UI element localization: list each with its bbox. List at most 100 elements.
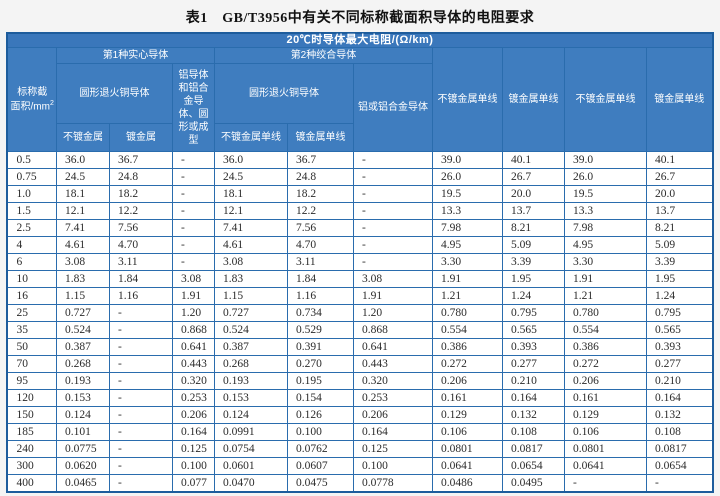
resistance-cell: 3.08 [55,253,110,271]
resistance-cell: 0.387 [213,338,288,356]
resistance-cell: 0.0470 [213,474,288,493]
resistance-cell: 0.554 [431,321,503,339]
resistance-cell: 0.780 [431,304,503,322]
resistance-cell: 18.2 [108,185,173,203]
resistance-cell: 0.164 [645,389,714,407]
resistance-cell: 0.0778 [352,474,433,493]
resistance-cell: 0.268 [213,355,288,373]
resistance-cell: 0.386 [563,338,647,356]
table-row: 185 0.101-0.164 0.0991 0.100 0.164 0.106 0.108… [6,423,714,441]
resistance-cell: 13.7 [501,202,565,220]
resistance-cell: - [108,372,173,390]
resistance-cell: 0.0754 [213,440,288,458]
header-row-groups: 标称截 面积/mm2 第1种实心导体 第2种绞合导体 不镀金属单线 镀金属单线 不… [6,47,714,152]
resistance-cell: 0.206 [431,372,503,390]
area-cell: 95 [6,372,57,390]
resistance-cell: 3.08 [213,253,288,271]
resistance-cell: 0.727 [55,304,110,322]
resistance-table: 20℃时导体最大电阻/(Ω/km) 标称截 面积/mm2 第1种实心导体 第2种绞… [6,32,714,493]
resistance-cell: 36.7 [108,151,173,169]
resistance-cell: 1.15 [213,287,288,305]
resistance-cell: 0.124 [213,406,288,424]
header-nominal-area-sup: 2 [49,99,54,107]
area-cell: 150 [6,406,57,424]
resistance-cell: 1.24 [645,287,714,305]
resistance-cell: 0.565 [645,321,714,339]
resistance-cell: 1.84 [108,270,173,288]
resistance-cell: 7.41 [213,219,288,237]
resistance-cell: 0.108 [645,423,714,441]
table-row: 300 0.0620-0.100 0.0601 0.0607 0.100 0.0641 0.… [6,457,714,475]
resistance-cell: - [108,406,173,424]
header-solid-uncoated: 不镀金属 [55,123,110,152]
area-cell: 1.0 [6,185,57,203]
resistance-cell: 3.39 [645,253,714,271]
resistance-cell: 0.0654 [645,457,714,475]
resistance-cell: - [108,457,173,475]
resistance-cell: 0.393 [645,338,714,356]
resistance-cell: 13.3 [431,202,503,220]
resistance-cell: 1.15 [55,287,110,305]
resistance-cell: 36.0 [55,151,110,169]
resistance-cell: 0.641 [171,338,215,356]
header-group-stranded: 第2种绞合导体 [213,47,433,64]
resistance-cell: 0.195 [286,372,354,390]
resistance-cell: - [171,219,215,237]
table-row: 2.5 7.41 7.56-7.41 7.56-7.98 8.21 7.98 8.21 [6,219,714,237]
resistance-cell: 1.21 [431,287,503,305]
resistance-cell: 0.0801 [563,440,647,458]
header-nominal-area-line1: 标称截 [17,86,48,98]
resistance-cell: 1.84 [286,270,354,288]
area-cell: 50 [6,338,57,356]
area-cell: 400 [6,474,57,493]
resistance-cell: 0.780 [563,304,647,322]
table-row: 0.75 24.5 24.8-24.5 24.8-26.0 26.7 26.0 26.7 [6,168,714,186]
resistance-cell: 36.0 [213,151,288,169]
header-uncoated-wire-b: 不镀金属单线 [563,47,647,152]
resistance-cell: 0.734 [286,304,354,322]
resistance-cell: 26.7 [645,168,714,186]
resistance-cell: 0.565 [501,321,565,339]
resistance-cell: 0.320 [171,372,215,390]
resistance-cell: 0.0620 [55,457,110,475]
resistance-cell: 0.164 [171,423,215,441]
resistance-cell: - [171,253,215,271]
resistance-cell: 0.0495 [501,474,565,493]
area-cell: 0.75 [6,168,57,186]
resistance-cell: 12.2 [286,202,354,220]
resistance-cell: - [352,185,433,203]
resistance-cell: 0.126 [286,406,354,424]
resistance-cell: 0.270 [286,355,354,373]
resistance-cell: 26.7 [501,168,565,186]
resistance-cell: 13.3 [563,202,647,220]
resistance-cell: 1.95 [501,270,565,288]
resistance-cell: 24.5 [55,168,110,186]
resistance-cell: 36.7 [286,151,354,169]
resistance-cell: - [108,321,173,339]
resistance-cell: 0.108 [501,423,565,441]
resistance-cell: 0.387 [55,338,110,356]
resistance-cell: 0.0775 [55,440,110,458]
table-row: 6 3.08 3.11-3.08 3.11-3.30 3.39 3.30 3.39 [6,253,714,271]
resistance-cell: - [352,236,433,254]
resistance-cell: - [108,389,173,407]
resistance-cell: 0.210 [645,372,714,390]
resistance-cell: 0.253 [352,389,433,407]
resistance-cell: 39.0 [563,151,647,169]
resistance-cell: 0.0641 [431,457,503,475]
resistance-cell: 4.70 [286,236,354,254]
area-cell: 10 [6,270,57,288]
resistance-cell: 0.0475 [286,474,354,493]
area-cell: 4 [6,236,57,254]
resistance-cell: 5.09 [645,236,714,254]
resistance-cell: 1.20 [352,304,433,322]
resistance-cell: 1.16 [286,287,354,305]
resistance-cell: 18.1 [213,185,288,203]
area-cell: 35 [6,321,57,339]
area-cell: 120 [6,389,57,407]
area-cell: 240 [6,440,57,458]
resistance-cell: 26.0 [431,168,503,186]
resistance-cell: 7.98 [431,219,503,237]
resistance-cell: 24.8 [286,168,354,186]
resistance-cell: 24.5 [213,168,288,186]
